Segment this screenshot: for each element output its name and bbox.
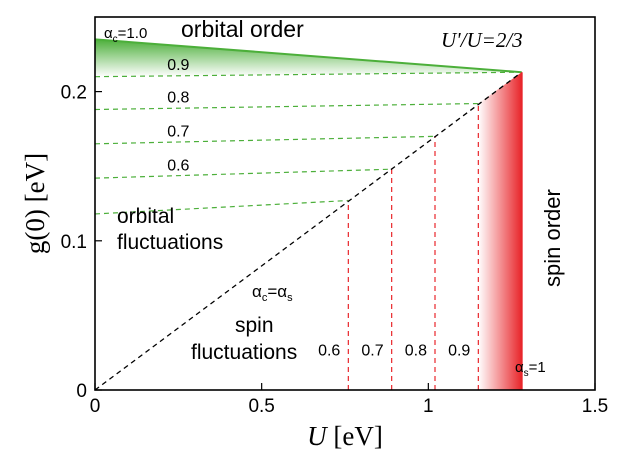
alpha-c-line-label: 0.9 xyxy=(167,57,189,74)
x-axis-title: U [eV] xyxy=(307,421,383,451)
alpha-c-line-label: 0.6 xyxy=(167,157,189,174)
alpha-c-line xyxy=(94,102,479,111)
y-tick-label: 0.2 xyxy=(61,83,87,104)
orbital-fluctuations-label-2: fluctuations xyxy=(117,231,223,254)
diagonal-label: αc=αs xyxy=(252,282,293,304)
ratio-label: U'/U=2/3 xyxy=(441,28,523,52)
alpha-c-line-label: 0.8 xyxy=(167,89,189,106)
spin-fluctuations-label-2: fluctuations xyxy=(191,341,297,364)
x-tick-label: 1.5 xyxy=(582,396,608,417)
orbital-order-band xyxy=(95,39,522,77)
orbital-order-boundary xyxy=(94,38,522,74)
y-axis-title: g(0) [eV] xyxy=(20,153,50,254)
alpha-s-line-label: 0.7 xyxy=(361,343,383,360)
orbital-order-label: orbital order xyxy=(181,16,304,42)
diagonal-line xyxy=(94,71,523,391)
x-tick-label: 1 xyxy=(423,396,434,417)
alpha-s-line-label: 0.6 xyxy=(318,343,340,360)
alpha-c-top-label: αc=1.0 xyxy=(104,25,147,45)
spin-order-band xyxy=(478,72,522,390)
x-tick-label: 0.5 xyxy=(248,396,274,417)
alpha-c-line-label: 0.7 xyxy=(167,123,189,140)
alpha-c-line xyxy=(94,71,522,78)
plot-frame xyxy=(94,16,596,391)
alpha-c-line xyxy=(94,199,349,215)
orbital-fluctuations-label-1: orbital xyxy=(117,205,174,228)
y-tick-label: 0.1 xyxy=(61,232,87,253)
x-tick-label: 0 xyxy=(90,396,101,417)
alpha-s-right-label: αs=1 xyxy=(515,359,546,379)
y-tick-label: 0 xyxy=(76,381,87,402)
alpha-s-line-label: 0.9 xyxy=(448,343,470,360)
alpha-c-line xyxy=(94,135,436,145)
spin-fluctuations-label-1: spin xyxy=(235,314,274,337)
spin-order-label: spin order xyxy=(540,189,565,287)
alpha-c-line xyxy=(94,168,392,179)
alpha-s-line-label: 0.8 xyxy=(405,343,427,360)
